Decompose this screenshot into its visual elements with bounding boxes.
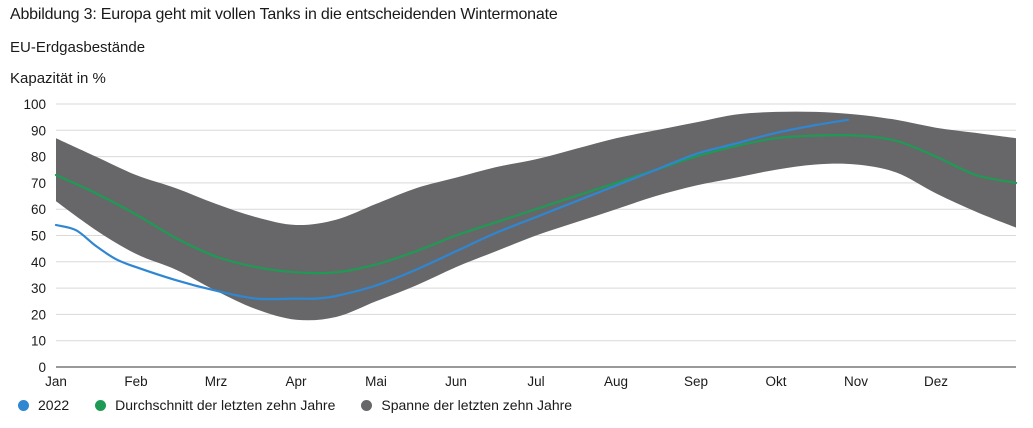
x-tick-aug: Aug	[604, 374, 628, 389]
gas-storage-chart: 0 10 20 30 40 50 60 70 80 90 100 Jan Feb Mrz Apr Mai Jun…	[23, 97, 1018, 389]
legend-dot-average	[95, 399, 107, 411]
y-tick-60: 60	[31, 202, 46, 217]
y-tick-50: 50	[31, 229, 46, 244]
legend-dot-range	[361, 399, 373, 411]
y-tick-30: 30	[31, 281, 46, 296]
x-tick-nov: Nov	[844, 374, 868, 389]
chart-title: Abbildung 3: Europa geht mit vollen Tank…	[10, 6, 558, 23]
line-2022	[54, 118, 850, 301]
x-tick-jul: Jul	[527, 374, 544, 389]
legend-label-2022: 2022	[38, 397, 70, 413]
x-tick-mrz: Mrz	[205, 374, 228, 389]
y-tick-90: 90	[31, 123, 46, 138]
x-tick-feb: Feb	[124, 374, 147, 389]
y-tick-100: 100	[23, 97, 46, 112]
legend-dot-2022	[18, 399, 29, 411]
line-ten-year-average	[54, 133, 1018, 275]
x-tick-dez: Dez	[924, 374, 948, 389]
y-tick-80: 80	[31, 150, 46, 165]
y-tick-70: 70	[31, 176, 46, 191]
legend-label-average: Durchschnitt der letzten zehn Jahre	[115, 397, 336, 413]
y-tick-10: 10	[31, 334, 46, 349]
legend-item-range: Spanne der letzten zehn Jahre	[361, 397, 572, 413]
legend-item-average: Durchschnitt der letzten zehn Jahre	[95, 397, 335, 413]
x-tick-jan: Jan	[45, 374, 67, 389]
x-tick-jun: Jun	[445, 374, 467, 389]
x-tick-apr: Apr	[285, 374, 307, 389]
x-tick-mai: Mai	[365, 374, 387, 389]
y-tick-0: 0	[38, 360, 46, 375]
y-tick-40: 40	[31, 255, 46, 270]
x-tick-okt: Okt	[765, 374, 786, 389]
y-axis-label: Kapazität in %	[10, 70, 106, 87]
y-tick-20: 20	[31, 307, 46, 322]
chart-subtitle: EU-Erdgasbestände	[10, 39, 146, 56]
legend-item-2022: 2022	[18, 397, 69, 413]
legend-label-range: Spanne der letzten zehn Jahre	[381, 397, 573, 413]
x-tick-sep: Sep	[684, 374, 708, 389]
legend: 2022 Durchschnitt der letzten zehn Jahre…	[18, 397, 598, 413]
